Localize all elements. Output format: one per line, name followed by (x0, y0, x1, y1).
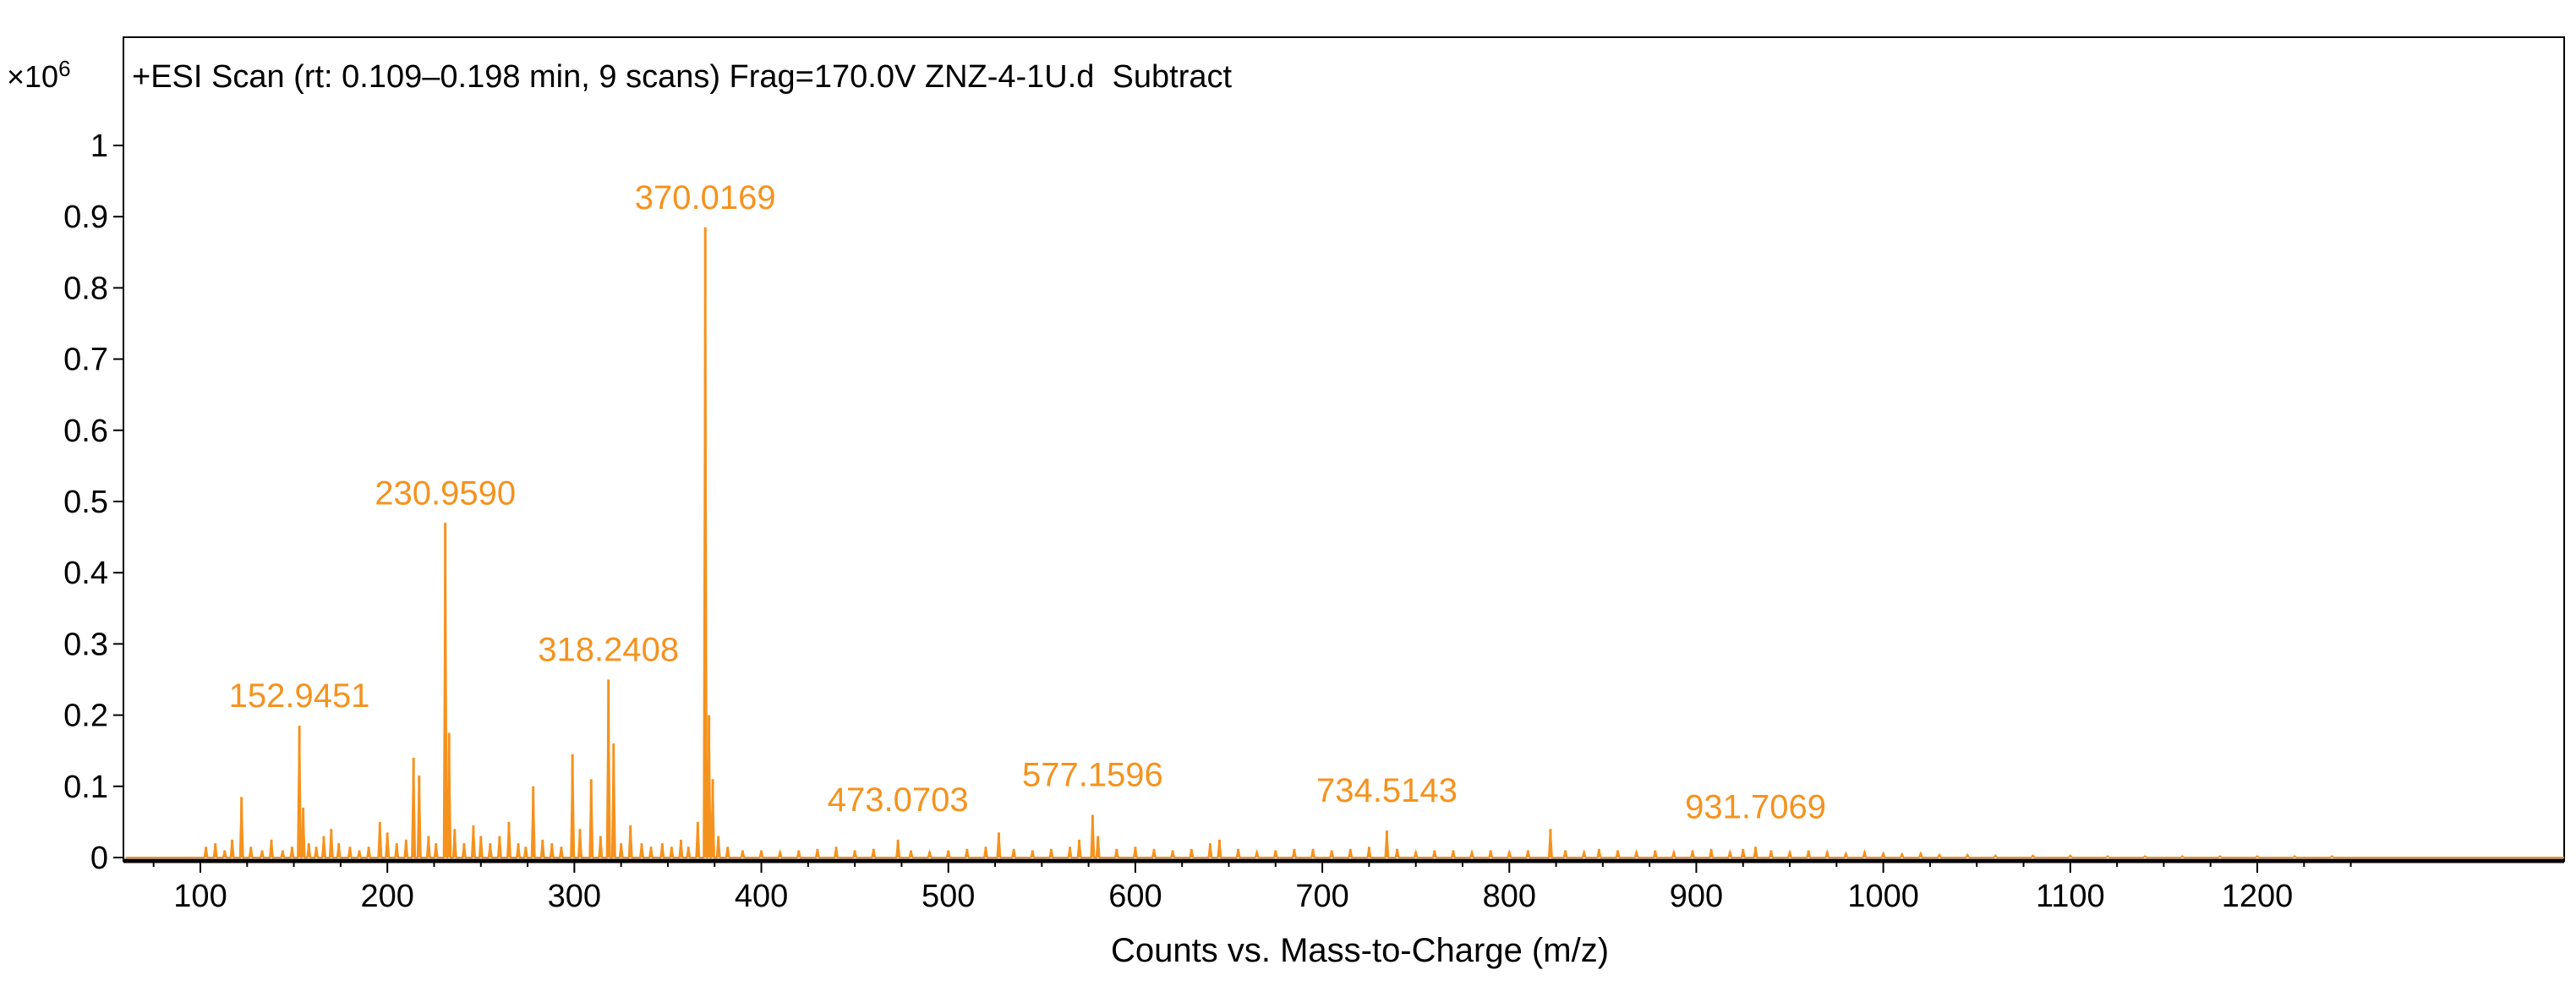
peak-annotations: 152.9451 230.9590 318.2408 370.0169 473.0703… (229, 179, 1826, 826)
x-tick-label: 200 (360, 879, 413, 914)
x-tick-label: 1200 (2222, 879, 2294, 914)
y-tick-label: 0 (90, 841, 108, 876)
peak-label: 230.9590 (375, 474, 516, 512)
x-tick-label: 400 (735, 879, 788, 914)
y-tick-label: 1 (90, 129, 108, 164)
y-scale-prefix: ×10 (7, 59, 59, 94)
peak-label: 370.0169 (635, 179, 776, 216)
y-tick-label: 0.1 (63, 770, 108, 805)
peak-label: 152.9451 (229, 677, 370, 715)
peak-label: 931.7069 (1685, 788, 1826, 825)
x-tick-label: 1000 (1847, 879, 1919, 914)
x-tick-label: 1100 (2036, 879, 2105, 914)
x-tick-label: 900 (1670, 879, 1723, 914)
y-tick-label: 0.4 (63, 556, 108, 591)
x-axis: 100 200 300 400 500 600 700 800 900 1000 1100 1200 (152, 861, 2352, 914)
y-tick-label: 0.3 (63, 627, 108, 662)
peak-label: 318.2408 (538, 632, 679, 669)
spectrum-trace (125, 227, 2564, 858)
chart-title: +ESI Scan (rt: 0.109–0.198 min, 9 scans)… (132, 59, 1233, 95)
plot-frame (123, 36, 2565, 862)
peak-label: 473.0703 (828, 781, 969, 819)
y-scale-factor: ×106 (7, 56, 71, 95)
x-tick-label: 500 (922, 879, 975, 914)
spectrum-series (125, 227, 2564, 858)
y-tick-label: 0.5 (63, 485, 108, 520)
x-tick-label: 100 (173, 879, 227, 914)
x-tick-label: 700 (1295, 879, 1348, 914)
y-tick-label: 0.7 (63, 343, 108, 378)
y-tick-label: 0.8 (63, 271, 108, 306)
y-axis: 0 0.1 0.2 0.3 0.4 0.5 0.6 0.7 0.8 0.9 1 (63, 129, 123, 876)
y-tick-label: 0.2 (63, 699, 108, 734)
x-tick-label: 300 (548, 879, 601, 914)
y-tick-label: 0.9 (63, 200, 108, 235)
y-tick-label: 0.6 (63, 414, 108, 449)
peak-label: 734.5143 (1316, 772, 1458, 809)
x-tick-label: 600 (1108, 879, 1162, 914)
y-scale-exponent: 6 (58, 56, 71, 81)
peak-label: 577.1596 (1022, 756, 1163, 793)
x-tick-label: 800 (1483, 879, 1536, 914)
x-axis-label: Counts vs. Mass-to-Charge (m/z) (1110, 932, 1610, 969)
